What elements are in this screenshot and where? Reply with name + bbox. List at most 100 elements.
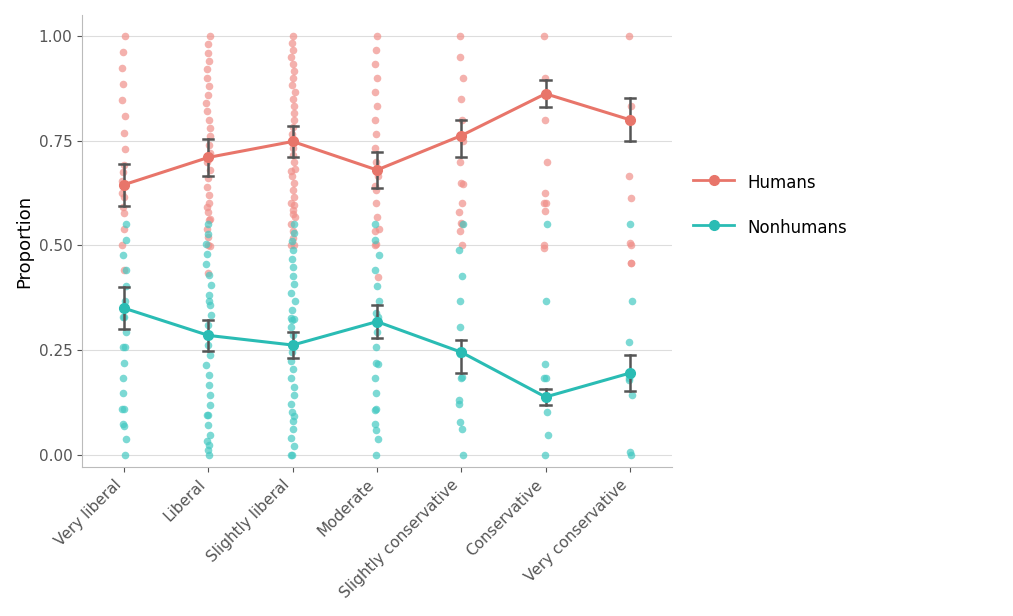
Point <box>622 238 638 248</box>
Point <box>367 265 383 275</box>
Point <box>202 31 218 41</box>
Point <box>537 450 553 460</box>
Point <box>286 66 302 76</box>
Point <box>285 330 301 340</box>
Point <box>368 358 384 368</box>
Point <box>285 416 301 426</box>
Point <box>284 347 300 357</box>
Point <box>115 358 132 368</box>
Point <box>115 373 132 383</box>
Point <box>538 296 554 306</box>
Point <box>199 182 215 192</box>
Point <box>452 399 468 408</box>
Point <box>367 219 383 229</box>
Point <box>287 296 303 306</box>
Point <box>283 314 299 323</box>
Point <box>285 233 301 243</box>
Point <box>284 407 300 417</box>
Point <box>115 208 132 218</box>
Point <box>200 224 216 233</box>
Point <box>368 115 384 124</box>
Point <box>284 38 300 48</box>
Point <box>202 214 218 224</box>
Point <box>202 132 218 142</box>
Point <box>368 450 384 460</box>
Point <box>284 356 300 366</box>
Point <box>538 373 554 383</box>
Point <box>368 389 384 399</box>
Point <box>454 270 470 280</box>
Point <box>200 410 216 420</box>
Point <box>285 237 301 246</box>
Point <box>452 349 468 359</box>
Point <box>201 379 217 389</box>
Point <box>115 419 132 429</box>
Point <box>199 240 215 249</box>
Point <box>285 143 301 153</box>
Point <box>454 372 470 382</box>
Point <box>286 424 302 434</box>
Point <box>118 434 134 444</box>
Point <box>620 375 636 384</box>
Point <box>200 39 216 49</box>
Point <box>116 421 133 431</box>
Point <box>118 281 134 291</box>
Point <box>286 115 302 124</box>
Point <box>283 450 299 460</box>
Point <box>368 373 384 383</box>
Point <box>201 216 217 225</box>
Point <box>453 94 469 103</box>
Point <box>202 190 218 200</box>
Point <box>368 239 384 249</box>
Point <box>286 381 302 391</box>
Point <box>200 90 216 100</box>
Point <box>203 280 219 290</box>
Point <box>287 156 303 166</box>
Point <box>114 176 131 186</box>
Point <box>285 150 301 160</box>
Point <box>200 48 216 58</box>
Point <box>451 207 467 217</box>
Point <box>455 73 471 83</box>
Point <box>287 228 303 238</box>
Point <box>201 296 217 306</box>
Point <box>200 219 216 229</box>
Point <box>368 45 384 55</box>
Point <box>623 257 639 267</box>
Point <box>539 219 555 229</box>
Point <box>451 395 467 405</box>
Point <box>369 73 385 83</box>
Point <box>371 224 387 234</box>
Point <box>284 399 300 408</box>
Point <box>623 101 639 111</box>
Point <box>200 330 216 339</box>
Point <box>286 101 302 111</box>
Point <box>114 201 131 211</box>
Point <box>453 177 469 187</box>
Point <box>202 123 218 133</box>
Point <box>285 185 301 195</box>
Point <box>199 156 215 166</box>
Point <box>368 129 384 139</box>
Point <box>200 445 216 455</box>
Point <box>286 108 302 118</box>
Point <box>367 235 383 245</box>
Point <box>368 185 384 195</box>
Point <box>201 440 217 450</box>
Point <box>115 404 132 414</box>
Point <box>285 209 301 219</box>
Point <box>201 450 217 460</box>
Point <box>455 219 471 229</box>
Point <box>370 281 386 291</box>
Point <box>287 192 303 201</box>
Point <box>287 240 303 250</box>
Point <box>114 240 131 250</box>
Point <box>369 101 385 111</box>
Point <box>538 198 554 208</box>
Point <box>285 227 301 237</box>
Point <box>285 270 301 280</box>
Point <box>202 350 218 360</box>
Point <box>454 219 470 229</box>
Point <box>537 73 553 83</box>
Point <box>368 425 384 435</box>
